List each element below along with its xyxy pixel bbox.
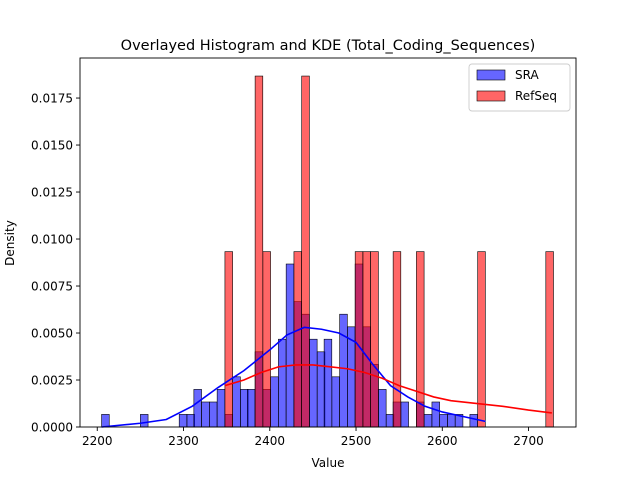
sra-bar-29 bbox=[385, 414, 395, 428]
sra-bar-38 bbox=[469, 414, 478, 428]
refseq-bar-9 bbox=[416, 251, 425, 428]
sra-bar-23 bbox=[339, 313, 348, 428]
x-tick-label-1: 2300 bbox=[168, 434, 199, 448]
refseq-bar-5 bbox=[354, 251, 364, 428]
sra-bar-33 bbox=[423, 414, 433, 428]
legend-swatch-refseq bbox=[476, 90, 506, 102]
refseq-bar-2 bbox=[262, 251, 271, 428]
refseq-bar-6 bbox=[362, 251, 371, 428]
sra-kde-line bbox=[101, 326, 486, 428]
y-tick-label-6: 0.0150 bbox=[31, 139, 73, 153]
legend-swatch-sra bbox=[476, 69, 506, 81]
sra-bar-34 bbox=[431, 401, 440, 428]
x-tick-label-3: 2500 bbox=[341, 434, 372, 448]
sra-bar-35 bbox=[439, 414, 448, 428]
sra-bar-3 bbox=[186, 414, 195, 428]
y-tick-label-0: 0.0000 bbox=[31, 421, 73, 435]
y-tick-label-5: 0.0125 bbox=[31, 186, 73, 200]
x-axis-ticks: 2200 2300 2400 2500 2600 2700 bbox=[82, 427, 544, 448]
legend-label-refseq: RefSeq bbox=[515, 89, 557, 103]
y-axis-ticks: 0.0000 0.0025 0.0050 0.0075 0.0100 0.0125 0.01… bbox=[31, 92, 80, 435]
sra-bar-11 bbox=[247, 389, 256, 428]
sra-bar-14 bbox=[270, 376, 279, 428]
sra-bar-19 bbox=[309, 338, 318, 428]
sra-bar-20 bbox=[316, 351, 326, 428]
legend-label-sra: SRA bbox=[515, 68, 539, 82]
sra-bar-6 bbox=[209, 401, 218, 428]
y-tick-label-3: 0.0075 bbox=[31, 280, 73, 294]
y-tick-label-1: 0.0025 bbox=[31, 374, 73, 388]
x-tick-label-5: 2700 bbox=[513, 434, 544, 448]
y-tick-label-7: 0.0175 bbox=[31, 92, 73, 106]
x-axis-label: Value bbox=[312, 456, 345, 470]
y-axis-label: Density bbox=[3, 220, 17, 266]
refseq-bar-4 bbox=[301, 75, 310, 428]
y-tick-label-4: 0.0100 bbox=[31, 233, 73, 247]
refseq-bar-3 bbox=[293, 251, 302, 428]
sra-bar-22 bbox=[331, 376, 340, 428]
sra-bar-2 bbox=[178, 414, 188, 428]
sra-bar-16 bbox=[285, 263, 295, 428]
sra-bar-9 bbox=[232, 376, 241, 428]
refseq-bar-7 bbox=[370, 251, 379, 428]
refseq-kde-line bbox=[224, 364, 552, 414]
sra-bar-36 bbox=[447, 414, 456, 428]
sra-bar-7 bbox=[216, 389, 226, 428]
sra-bar-21 bbox=[323, 338, 333, 428]
sra-bar-0 bbox=[101, 414, 110, 428]
refseq-bar-8 bbox=[392, 251, 402, 428]
chart-title: Overlayed Histogram and KDE (Total_Codin… bbox=[121, 38, 536, 54]
sra-bar-28 bbox=[378, 389, 387, 428]
sra-bar-15 bbox=[278, 338, 287, 428]
refseq-bar-10 bbox=[477, 251, 486, 428]
sra-bar-31 bbox=[400, 401, 409, 428]
sra-bar-5 bbox=[201, 401, 210, 428]
sra-bar-1 bbox=[140, 414, 149, 428]
legend: SRA RefSeq bbox=[468, 63, 571, 112]
sra-bar-10 bbox=[240, 389, 249, 428]
sra-bar-4 bbox=[193, 389, 202, 428]
x-tick-label-4: 2600 bbox=[427, 434, 458, 448]
y-tick-label-2: 0.0050 bbox=[31, 327, 73, 341]
refseq-bar-11 bbox=[545, 251, 554, 428]
refseq-bar-0 bbox=[224, 251, 233, 428]
x-tick-label-2: 2400 bbox=[255, 434, 286, 448]
plot-frame bbox=[79, 57, 577, 428]
x-tick-label-0: 2200 bbox=[82, 434, 113, 448]
